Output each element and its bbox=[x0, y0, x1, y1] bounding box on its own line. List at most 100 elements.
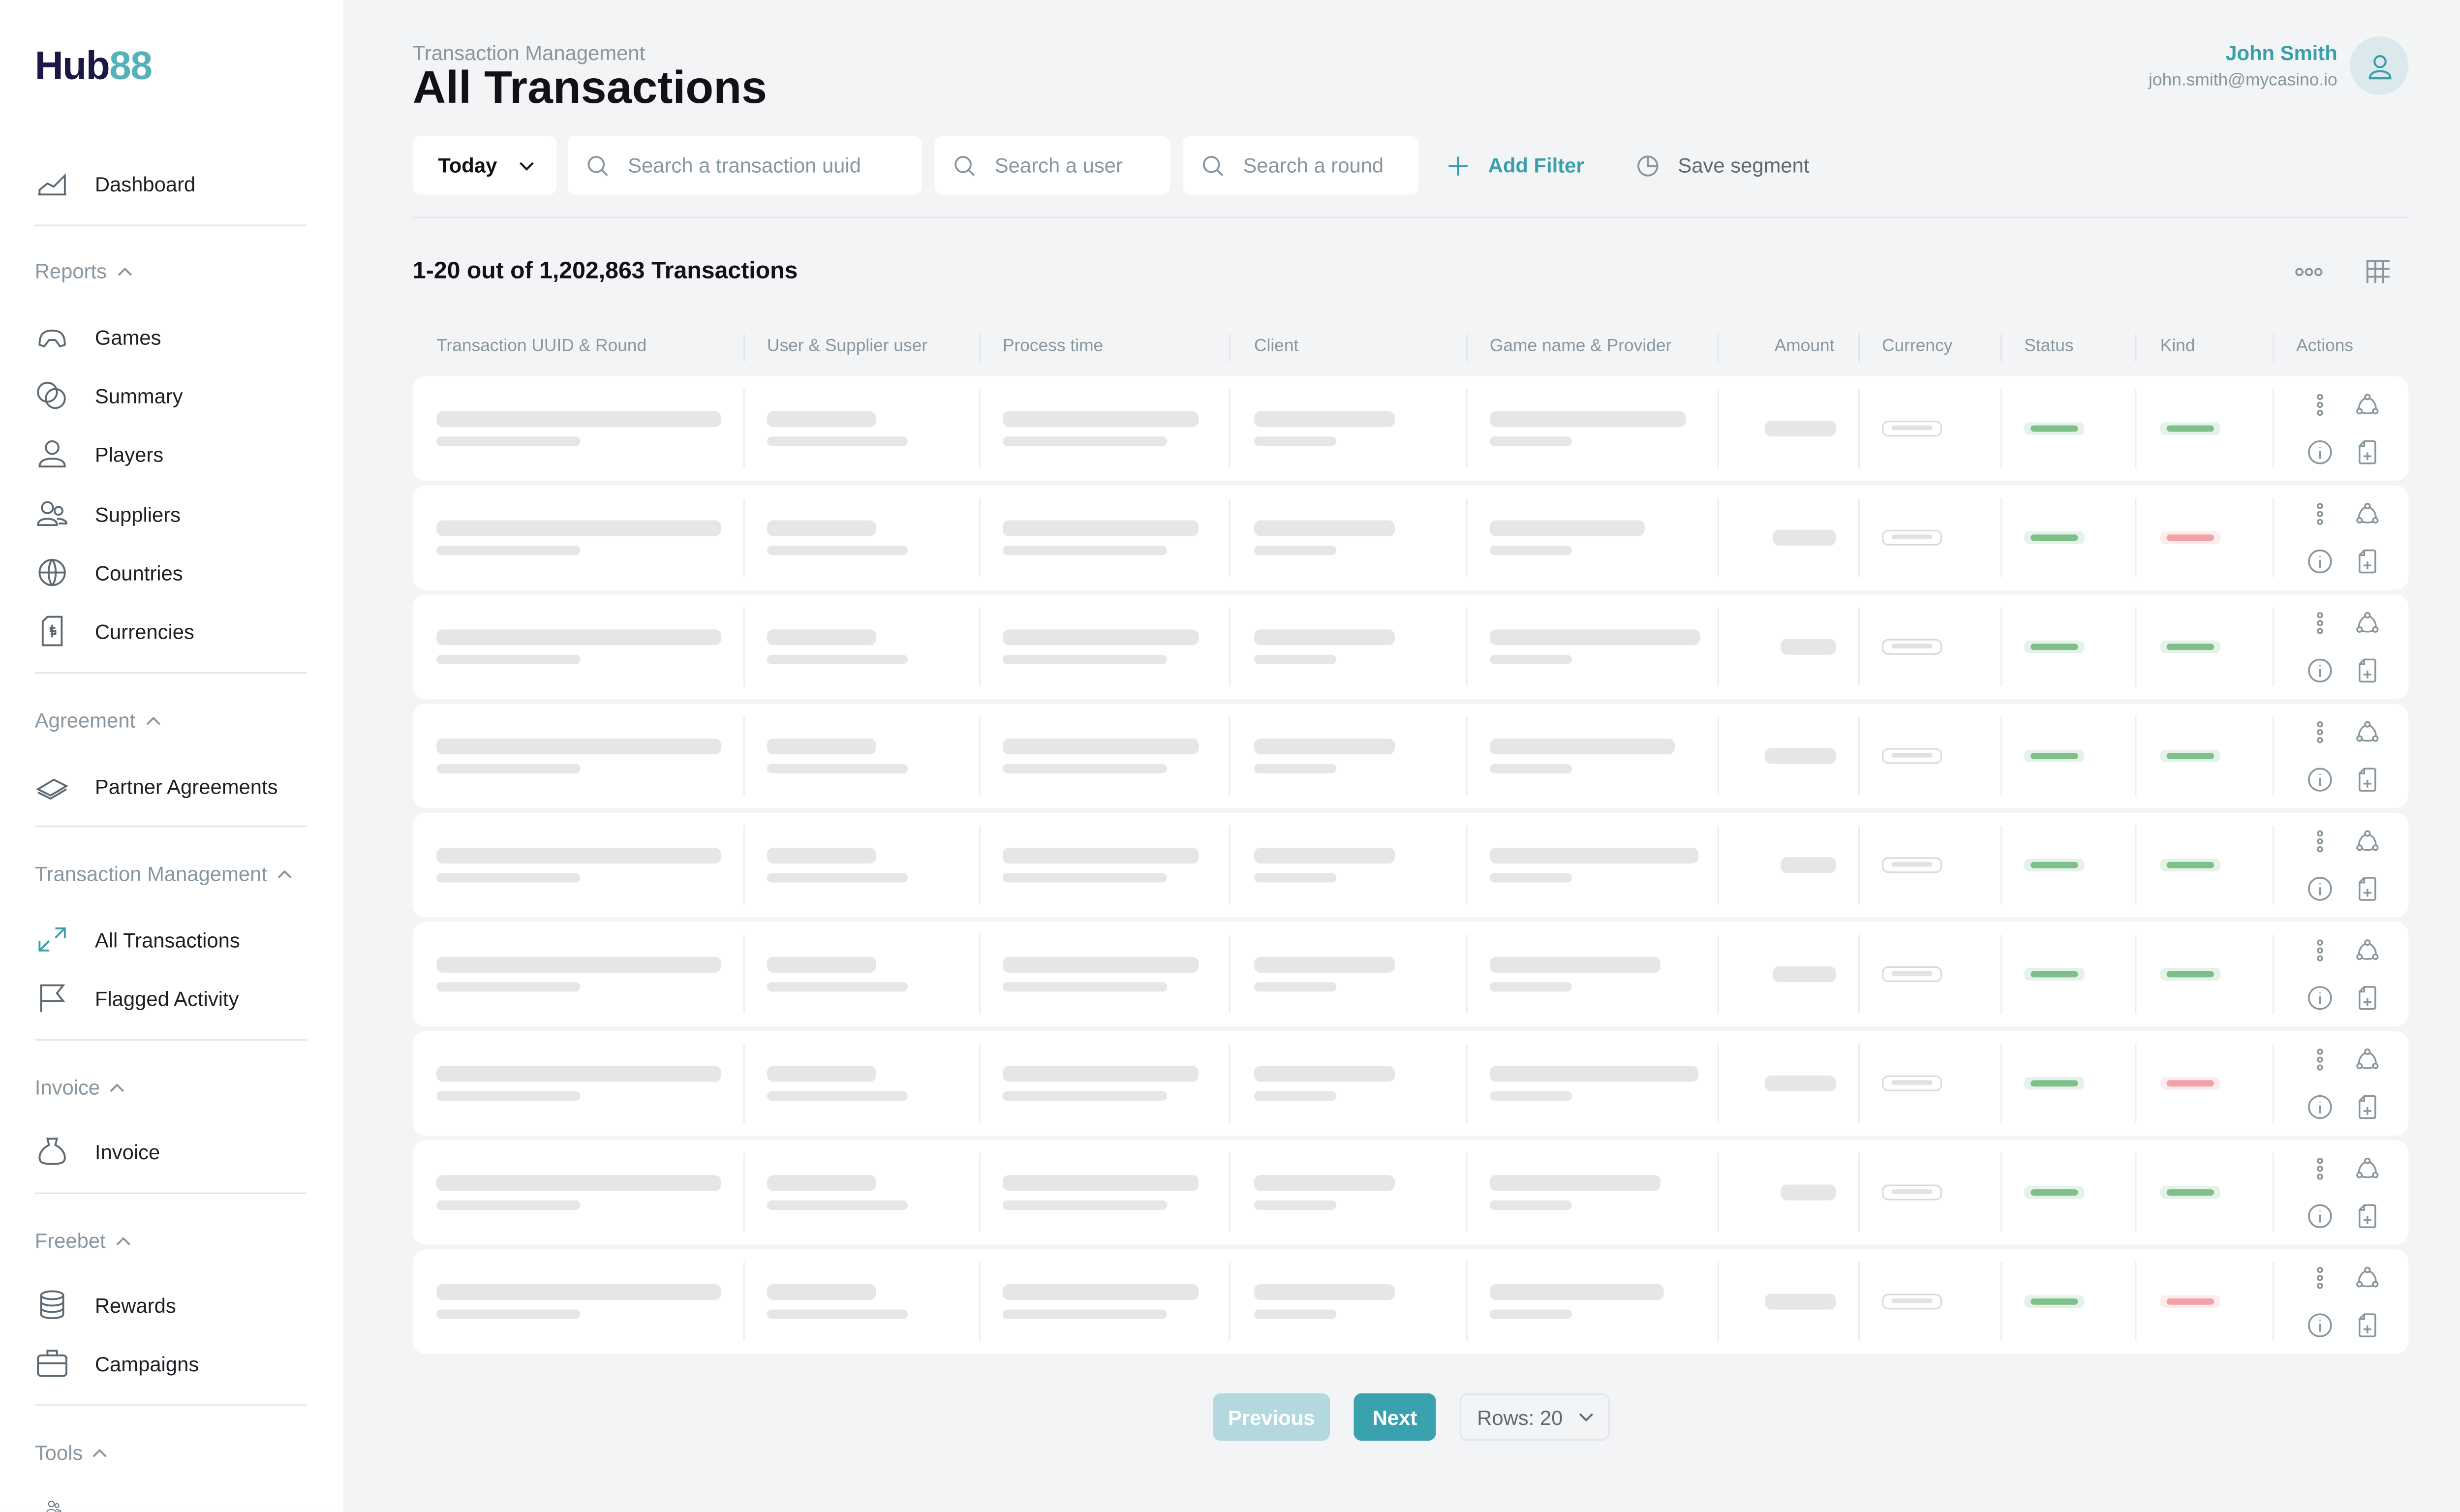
section-freebet[interactable]: Freebet bbox=[35, 1229, 131, 1253]
breadcrumb[interactable]: Transaction Management bbox=[412, 41, 646, 65]
info-icon[interactable] bbox=[2307, 986, 2333, 1011]
grid-columns-icon[interactable] bbox=[2366, 259, 2391, 284]
kind-indicator-success bbox=[2160, 1186, 2220, 1199]
sidebar-item-summary[interactable]: Summary bbox=[35, 378, 183, 413]
more-vertical-icon[interactable] bbox=[2307, 1265, 2333, 1290]
sidebar-item-campaigns[interactable]: Campaigns bbox=[35, 1346, 199, 1381]
info-icon[interactable] bbox=[2307, 1313, 2333, 1338]
table-row[interactable] bbox=[412, 485, 2409, 590]
more-vertical-icon[interactable] bbox=[2307, 720, 2333, 745]
more-vertical-icon[interactable] bbox=[2307, 1156, 2333, 1181]
table-row[interactable] bbox=[412, 922, 2409, 1027]
section-invoice[interactable]: Invoice bbox=[35, 1076, 125, 1099]
table-row[interactable] bbox=[412, 1249, 2409, 1354]
info-icon[interactable] bbox=[2307, 1203, 2333, 1229]
add-file-icon[interactable] bbox=[2355, 876, 2380, 901]
sidebar-item-suppliers[interactable]: Suppliers bbox=[35, 496, 181, 531]
add-file-icon[interactable] bbox=[2355, 986, 2380, 1011]
more-vertical-icon[interactable] bbox=[2307, 611, 2333, 636]
column-header[interactable]: Client bbox=[1254, 337, 1299, 356]
more-vertical-icon[interactable] bbox=[2307, 501, 2333, 526]
add-file-icon[interactable] bbox=[2355, 658, 2380, 683]
add-filter-button[interactable]: Add Filter bbox=[1428, 136, 1602, 194]
sidebar-item-rewards[interactable]: Rewards bbox=[35, 1287, 176, 1322]
table-row[interactable] bbox=[412, 813, 2409, 918]
table-row[interactable] bbox=[412, 594, 2409, 699]
skeleton-placeholder bbox=[767, 520, 876, 536]
table-row[interactable] bbox=[412, 376, 2409, 481]
sidebar-item-partner-agreements[interactable]: Partner Agreements bbox=[35, 769, 278, 803]
currency-placeholder bbox=[1882, 1184, 1942, 1201]
column-header[interactable]: Status bbox=[2024, 337, 2074, 356]
add-file-icon[interactable] bbox=[2355, 1203, 2380, 1229]
add-file-icon[interactable] bbox=[2355, 440, 2380, 465]
previous-button[interactable]: Previous bbox=[1213, 1393, 1330, 1441]
search-transaction-input[interactable]: Search a transaction uuid bbox=[567, 136, 922, 195]
column-header[interactable]: Amount bbox=[1774, 337, 1835, 356]
info-icon[interactable] bbox=[2307, 1094, 2333, 1119]
share-network-icon[interactable] bbox=[2355, 720, 2380, 745]
logo[interactable]: Hub88 bbox=[34, 44, 153, 89]
date-select[interactable]: Today bbox=[412, 136, 557, 195]
add-file-icon[interactable] bbox=[2355, 549, 2380, 574]
share-network-icon[interactable] bbox=[2355, 829, 2380, 854]
sidebar-item-players[interactable]: Players bbox=[35, 436, 163, 471]
info-icon[interactable] bbox=[2307, 876, 2333, 901]
share-network-icon[interactable] bbox=[2355, 501, 2380, 526]
cell-divider bbox=[1466, 1044, 1468, 1123]
skeleton-placeholder bbox=[1254, 1175, 1395, 1191]
cell-divider bbox=[1229, 1262, 1230, 1341]
column-header[interactable]: Process time bbox=[1002, 337, 1104, 356]
save-segment-button[interactable]: Save segment bbox=[1618, 136, 1839, 194]
more-vertical-icon[interactable] bbox=[2307, 1047, 2333, 1072]
more-vertical-icon[interactable] bbox=[2307, 938, 2333, 963]
sidebar-item-countries[interactable]: Countries bbox=[35, 555, 183, 590]
add-file-icon[interactable] bbox=[2355, 1313, 2380, 1338]
add-file-icon[interactable] bbox=[2355, 767, 2380, 792]
info-icon[interactable] bbox=[2307, 767, 2333, 792]
section-reports[interactable]: Reports bbox=[35, 259, 132, 283]
column-header[interactable]: User & Supplier user bbox=[767, 337, 928, 356]
cell-divider bbox=[2135, 389, 2137, 468]
skeleton-placeholder bbox=[1002, 411, 1199, 427]
column-header[interactable]: Transaction UUID & Round bbox=[436, 337, 647, 356]
table-row[interactable] bbox=[412, 704, 2409, 808]
search-user-input[interactable]: Search a user bbox=[934, 136, 1170, 195]
sidebar-item-games[interactable]: Games bbox=[35, 319, 161, 354]
more-horizontal-icon[interactable] bbox=[2295, 266, 2323, 278]
info-icon[interactable] bbox=[2307, 440, 2333, 465]
coin-stack-icon bbox=[40, 1290, 64, 1320]
section-tools[interactable]: Tools bbox=[35, 1441, 108, 1464]
rows-per-page-select[interactable]: Rows: 20 bbox=[1459, 1393, 1610, 1441]
search-round-input[interactable]: Search a round bbox=[1183, 136, 1419, 195]
status-indicator bbox=[2024, 968, 2085, 981]
share-network-icon[interactable] bbox=[2355, 1156, 2380, 1181]
more-vertical-icon[interactable] bbox=[2307, 829, 2333, 854]
share-network-icon[interactable] bbox=[2355, 1047, 2380, 1072]
column-header[interactable]: Kind bbox=[2160, 337, 2195, 356]
more-vertical-icon[interactable] bbox=[2307, 392, 2333, 417]
sidebar-item-currencies[interactable]: Currencies bbox=[35, 614, 194, 648]
share-network-icon[interactable] bbox=[2355, 1265, 2380, 1290]
sidebar-item-all-transactions[interactable]: All Transactions bbox=[35, 922, 240, 957]
share-network-icon[interactable] bbox=[2355, 392, 2380, 417]
section-transaction-management[interactable]: Transaction Management bbox=[35, 862, 293, 886]
sidebar-item-dashboard[interactable]: Dashboard bbox=[35, 166, 195, 201]
column-header[interactable]: Currency bbox=[1882, 337, 1953, 356]
next-button[interactable]: Next bbox=[1353, 1393, 1436, 1441]
table-row[interactable] bbox=[412, 1140, 2409, 1245]
share-network-icon[interactable] bbox=[2355, 611, 2380, 636]
column-header[interactable]: Actions bbox=[2296, 337, 2354, 356]
section-agreement[interactable]: Agreement bbox=[35, 709, 161, 732]
info-icon[interactable] bbox=[2307, 658, 2333, 683]
table-row[interactable] bbox=[412, 1031, 2409, 1136]
skeleton-placeholder bbox=[436, 1284, 721, 1300]
share-network-icon[interactable] bbox=[2355, 938, 2380, 963]
info-icon[interactable] bbox=[2307, 549, 2333, 574]
add-file-icon[interactable] bbox=[2355, 1094, 2380, 1119]
sidebar-item-flagged-activity[interactable]: Flagged Activity bbox=[35, 981, 239, 1016]
skeleton-placeholder bbox=[1489, 982, 1572, 992]
sidebar-item-invoice[interactable]: Invoice bbox=[35, 1134, 160, 1169]
avatar[interactable] bbox=[2350, 36, 2409, 95]
column-header[interactable]: Game name & Provider bbox=[1489, 337, 1672, 356]
